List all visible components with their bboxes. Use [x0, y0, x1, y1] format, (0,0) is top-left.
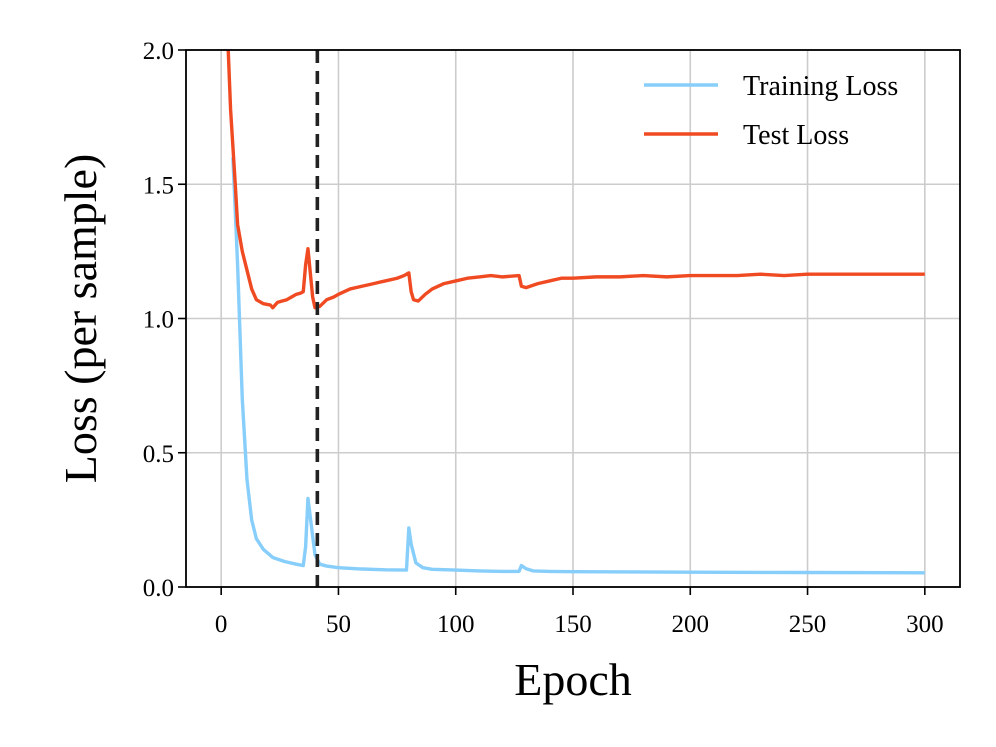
y-tick-label: 0.5: [143, 441, 174, 468]
legend-label-training-loss: Training Loss: [743, 71, 898, 102]
x-tick-label: 150: [554, 611, 592, 638]
legend: Training Loss Test Loss: [644, 71, 898, 151]
y-tick-label: 2.0: [143, 38, 174, 65]
y-tick-label: 1.0: [143, 307, 174, 334]
x-tick-label: 0: [215, 611, 228, 638]
plot-area: [226, 50, 925, 587]
x-tick-label: 250: [789, 611, 827, 638]
x-tick-label: 300: [906, 611, 944, 638]
x-axis-title: Epoch: [514, 654, 632, 705]
y-tick-label: 1.5: [143, 172, 174, 199]
series-line-training-loss: [231, 157, 925, 575]
x-tick-label: 200: [672, 611, 710, 638]
axis-ticks: 0 50 100 150 200 250 300 0.0 0.5 1.0 1.5 2.0: [143, 38, 944, 638]
series-line-test-loss: [226, 50, 925, 310]
x-tick-label: 100: [437, 611, 475, 638]
y-tick-label: 0.0: [143, 575, 174, 602]
legend-label-test-loss: Test Loss: [743, 120, 849, 151]
y-axis-title: Loss (per sample): [55, 154, 106, 484]
x-tick-label: 50: [326, 611, 351, 638]
